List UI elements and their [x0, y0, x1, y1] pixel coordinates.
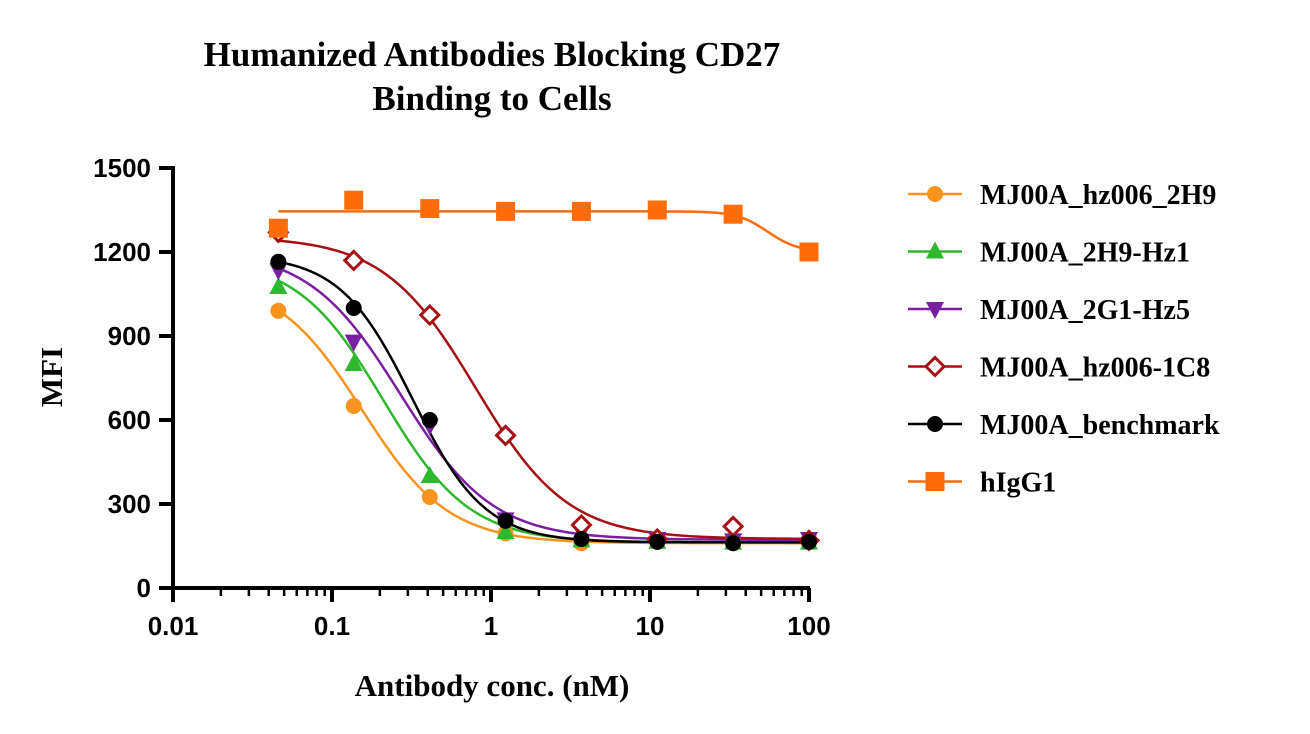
fit-curve [278, 239, 810, 541]
data-point [421, 489, 438, 505]
data-point [801, 533, 817, 550]
data-point [270, 302, 287, 319]
legend-item: MJ00A_2H9-Hz1 [908, 238, 1190, 269]
y-tick-label: 600 [108, 405, 151, 435]
fit-curve [278, 260, 809, 544]
data-point [421, 412, 438, 428]
data-point [420, 466, 439, 483]
legend-item: MJ00A_benchmark [908, 410, 1220, 441]
data-point [496, 522, 515, 539]
legend-marker [925, 472, 945, 491]
data-point [571, 201, 591, 221]
data-point [573, 531, 590, 547]
fit-curve [277, 309, 809, 545]
x-axis-title: Antibody conc. (nM) [355, 668, 630, 703]
data-point [270, 253, 287, 270]
y-tick-label: 1200 [93, 237, 151, 267]
legend-marker [926, 241, 944, 259]
legend-item: MJ00A_2G1-Hz5 [908, 295, 1190, 326]
legend-marker [923, 355, 947, 378]
y-tick-label: 900 [108, 321, 151, 351]
data-point [799, 242, 819, 262]
x-tick-label: 1 [484, 611, 498, 641]
data-point [268, 218, 288, 238]
data-point [649, 533, 666, 550]
data-point [345, 398, 362, 414]
legend-item: hIgG1 [908, 468, 1056, 499]
x-axis-ticks: 0.01 0.1 1 10 100 [148, 588, 831, 641]
data-point [497, 512, 514, 529]
legend-label: hIgG1 [980, 468, 1056, 499]
legend-label: MJ00A_2H9-Hz1 [980, 238, 1190, 269]
data-point [269, 277, 288, 294]
data-point [420, 199, 440, 219]
legend-label: MJ00A_2G1-Hz5 [980, 295, 1190, 326]
fit-curves [277, 210, 810, 545]
y-tick-label: 1500 [93, 153, 151, 183]
legend-item: MJ00A_hz006_2H9 [908, 180, 1216, 211]
data-point [418, 303, 441, 327]
data-point [494, 424, 517, 447]
legend-marker [926, 302, 944, 319]
y-tick-label: 300 [108, 489, 151, 519]
y-axis-ticks: 0 300 600 900 1200 1500 [93, 153, 173, 603]
chart-title-line-2: Binding to Cells [372, 79, 611, 118]
data-point [725, 535, 742, 552]
data-point [344, 334, 363, 352]
data-point [496, 201, 516, 221]
data-point [344, 354, 363, 371]
x-tick-label: 10 [636, 611, 665, 641]
data-point [345, 300, 362, 316]
legend-label: MJ00A_hz006_2H9 [980, 180, 1216, 211]
y-tick-label: 0 [137, 573, 151, 603]
fit-curve [277, 267, 809, 542]
data-point [723, 204, 743, 224]
legend-label: MJ00A_benchmark [980, 410, 1220, 441]
data-point [722, 515, 745, 538]
legend-marker [927, 416, 943, 432]
data-point [342, 249, 365, 272]
data-points [267, 190, 821, 552]
data-point [647, 200, 667, 220]
chart-title-line-1: Humanized Antibodies Blocking CD27 [204, 35, 781, 74]
x-tick-label: 100 [787, 611, 830, 641]
legend-marker [927, 186, 943, 202]
x-tick-label: 0.1 [314, 611, 350, 641]
data-point [344, 190, 364, 210]
fit-curve [278, 210, 810, 251]
legend-item: MJ00A_hz006-1C8 [908, 353, 1210, 384]
legend: MJ00A_hz006_2H9 MJ00A_2H9-Hz1 MJ00A_2G1-Hz… [908, 180, 1220, 499]
legend-label: MJ00A_hz006-1C8 [980, 353, 1210, 384]
x-tick-label: 0.01 [148, 611, 199, 641]
y-axis-title: MFI [34, 347, 69, 407]
